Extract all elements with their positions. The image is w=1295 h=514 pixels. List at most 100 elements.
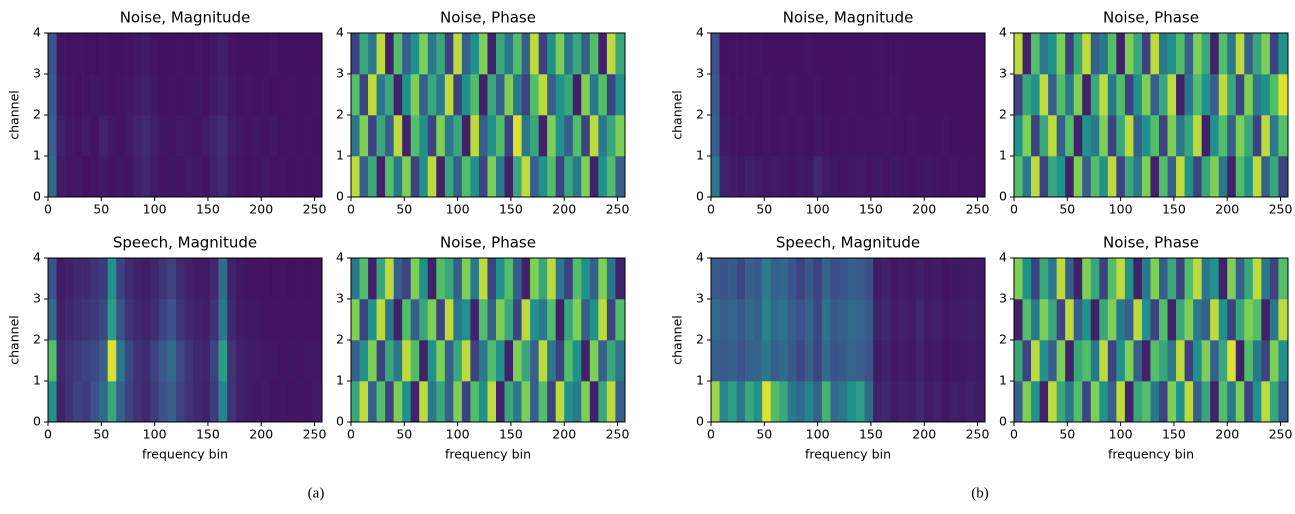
heatmap-cell: [555, 381, 565, 423]
heatmap-cell: [107, 156, 117, 198]
heatmap-cell: [753, 340, 763, 382]
heatmap-cell: [1116, 115, 1126, 157]
heatmap-cell: [218, 340, 228, 382]
heatmap-cell: [530, 115, 539, 157]
heatmap-cell: [513, 33, 522, 75]
heatmap-cell: [941, 299, 951, 341]
heatmap-cell: [244, 156, 254, 198]
heatmap-cell: [244, 33, 254, 75]
heatmap-cell: [915, 74, 925, 116]
heatmap-cell: [1210, 299, 1220, 341]
heatmap-cell: [572, 299, 582, 341]
heatmap-cell: [461, 299, 471, 341]
heatmap-cell: [1014, 115, 1023, 157]
heatmap-cell: [402, 33, 412, 75]
heatmap-cell: [830, 340, 840, 382]
heatmap-cell: [813, 340, 823, 382]
heatmap-cell: [1150, 115, 1160, 157]
heatmap-cell: [65, 299, 74, 341]
heatmap-cell: [351, 74, 360, 116]
heatmap-cell: [1201, 115, 1211, 157]
x-tick-label: 250: [966, 427, 990, 442]
heatmap-cell: [48, 33, 57, 75]
heatmap-cell: [461, 340, 471, 382]
heatmap-cell: [975, 340, 986, 382]
heatmap-cell: [1056, 115, 1066, 157]
heatmap-cell: [1039, 258, 1049, 300]
heatmap-cell: [1065, 299, 1075, 341]
heatmap-cell: [770, 74, 780, 116]
heatmap-cell: [711, 156, 720, 198]
heatmap-cell: [65, 115, 74, 157]
heatmap-cell: [1278, 115, 1289, 157]
heatmap-cell: [949, 115, 959, 157]
heatmap-cell: [1039, 340, 1049, 382]
heatmap-cell: [1107, 340, 1117, 382]
heatmap-cell: [1022, 258, 1032, 300]
heatmap-cell: [1039, 74, 1049, 116]
heatmap-cell: [1252, 33, 1262, 75]
heatmap-cell: [555, 340, 565, 382]
heatmap-cell: [898, 33, 908, 75]
heatmap-cell: [958, 33, 968, 75]
heatmap-cell: [932, 156, 942, 198]
heatmap-cell: [975, 33, 986, 75]
heatmap-cell: [606, 156, 616, 198]
heatmap-cell: [762, 381, 772, 423]
heatmap-cell: [1210, 340, 1220, 382]
heatmap-cell: [1073, 74, 1083, 116]
heatmap-cell: [589, 33, 599, 75]
heatmap-cell: [1167, 258, 1177, 300]
heatmap-cell: [804, 381, 814, 423]
y-tick-label: 4: [336, 250, 344, 265]
heatmap-cell: [436, 33, 446, 75]
heatmap-cell: [1124, 340, 1134, 382]
heatmap-cell: [898, 340, 908, 382]
heatmap-cell: [312, 340, 323, 382]
heatmap-cell: [779, 299, 789, 341]
heatmap-cell: [958, 74, 968, 116]
heatmap-cell: [150, 115, 160, 157]
heatmap-cell: [235, 115, 245, 157]
heatmap-cell: [244, 258, 254, 300]
heatmap-cell: [1141, 74, 1151, 116]
heatmap-cell: [1176, 115, 1185, 157]
heatmap-cell: [295, 74, 305, 116]
heatmap-cell: [269, 258, 279, 300]
heatmap-cell: [133, 340, 143, 382]
heatmap-cell: [1167, 74, 1177, 116]
heatmap-cell: [133, 74, 143, 116]
heatmap-cell: [158, 258, 168, 300]
heatmap-cell: [82, 156, 91, 198]
heatmap-cell: [56, 74, 66, 116]
heatmap-cell: [359, 340, 369, 382]
heatmap-cell: [779, 156, 789, 198]
heatmap-cell: [184, 33, 194, 75]
heatmap-cell: [572, 381, 582, 423]
heatmap-cell: [427, 258, 437, 300]
heatmap-cell: [73, 33, 83, 75]
heatmap-cell: [728, 33, 737, 75]
heatmap-cell: [719, 258, 729, 300]
heatmap-cell: [286, 156, 296, 198]
heatmap-cell: [1278, 258, 1289, 300]
heatmap-cell: [487, 258, 497, 300]
heatmap-cell: [1014, 74, 1023, 116]
heatmap-cell: [564, 258, 574, 300]
heatmap-cell: [1107, 299, 1117, 341]
heatmap-cell: [530, 258, 539, 300]
heatmap-cell: [1022, 381, 1032, 423]
heatmap-cell: [1124, 33, 1134, 75]
heatmap-cell: [1133, 340, 1143, 382]
heatmap-cell: [736, 299, 746, 341]
x-tick-label: 200: [1215, 427, 1239, 442]
heatmap-cell: [847, 74, 857, 116]
heatmap-cell: [745, 299, 754, 341]
heatmap-cell: [598, 381, 608, 423]
heatmap-cell: [427, 33, 437, 75]
heatmap-cell: [589, 115, 599, 157]
heatmap-cell: [73, 340, 83, 382]
heatmap-cell: [907, 299, 917, 341]
heatmap-cell: [1048, 74, 1057, 116]
heatmap-cell: [1218, 381, 1228, 423]
